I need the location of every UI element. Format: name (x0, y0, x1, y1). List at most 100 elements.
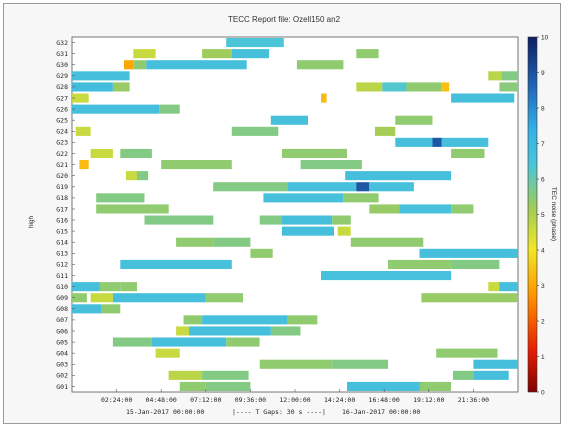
y-tick-label: G01 (56, 383, 68, 391)
segment-g10 (72, 282, 100, 292)
x-tick-label: 07:12:00 (190, 396, 221, 404)
segment-g31 (231, 49, 269, 59)
segment-g13 (419, 248, 518, 258)
segment-g30 (133, 60, 147, 70)
segment-g31 (356, 49, 379, 59)
segment-g04 (155, 348, 180, 358)
segment-g01 (347, 381, 420, 391)
segment-g03 (473, 359, 518, 369)
segment-g11 (321, 271, 452, 281)
footer-gap-note: |---- T Gaps: 30 s ----| (232, 408, 326, 416)
segment-g26 (72, 104, 160, 114)
segment-g25 (395, 115, 433, 125)
y-tick-label: G15 (56, 227, 68, 235)
segment-g07 (183, 315, 203, 325)
x-tick-label: 02:24:00 (101, 396, 132, 404)
segment-g17 (369, 204, 399, 214)
colorbar-tick-label: 5 (541, 212, 545, 219)
colorbar-ticks: 0 1 2 3 4 5 6 7 8 9 10 (537, 34, 549, 396)
footer-end-date: 16-Jan-2017 00:00:00 (342, 408, 420, 416)
segment-g28 (406, 82, 442, 92)
segment-g03 (259, 359, 333, 369)
segment-g09 (112, 293, 206, 303)
colorbar-tick-label: 8 (541, 105, 545, 112)
y-tick-label: G20 (56, 172, 68, 180)
segment-g28 (441, 82, 450, 92)
y-tick-label: G21 (56, 161, 68, 169)
y-tick-label: G13 (56, 250, 68, 258)
segment-g24 (374, 126, 396, 136)
colorbar-tick-label: 2 (541, 318, 545, 325)
segment-g02 (168, 370, 203, 380)
colorbar-tick-label: 9 (541, 70, 545, 77)
segment-g20 (345, 171, 452, 181)
x-tick-label: 16:48:00 (369, 396, 400, 404)
x-tick-label: 04:48:00 (146, 396, 177, 404)
segment-g21 (79, 160, 89, 170)
colorbar-tick-label: 3 (541, 283, 545, 290)
y-tick-label: G10 (56, 283, 68, 291)
segment-g01 (419, 381, 452, 391)
segment-g19 (369, 182, 414, 192)
y-tick-label: G24 (56, 128, 68, 136)
segment-g12 (387, 259, 452, 269)
segment-g27 (321, 93, 327, 103)
segment-g24 (75, 126, 91, 136)
segment-g21 (300, 160, 362, 170)
colorbar-tick-label: 7 (541, 141, 545, 148)
segment-g17 (399, 204, 452, 214)
y-tick-label: G31 (56, 50, 68, 58)
segment-g25 (270, 115, 308, 125)
segment-g16 (144, 215, 214, 225)
y-tick-label: G14 (56, 239, 68, 247)
segment-g28 (356, 82, 383, 92)
segment-g06 (270, 326, 301, 336)
segment-g30 (296, 60, 344, 70)
segment-g21 (161, 160, 232, 170)
y-tick-label: G02 (56, 372, 68, 380)
segment-g15 (282, 226, 334, 236)
heatmap-segments (72, 38, 518, 391)
segment-g30 (146, 60, 247, 70)
segment-g19 (213, 182, 288, 192)
segment-g02 (202, 370, 249, 380)
segment-g15 (337, 226, 351, 236)
segment-g18 (263, 193, 344, 203)
colorbar-label: TEC noise (phase) (550, 187, 557, 241)
segment-g09 (421, 293, 518, 303)
segment-g05 (112, 337, 152, 347)
segment-g28 (112, 82, 130, 92)
segment-g19 (287, 182, 357, 192)
segment-g09 (72, 293, 87, 303)
y-tick-label: G12 (56, 261, 68, 269)
colorbar-tick-label: 6 (541, 176, 545, 183)
segment-g17 (451, 204, 474, 214)
segment-g12 (120, 259, 232, 269)
segment-g14 (176, 237, 214, 247)
colorbar-tick-label: 1 (541, 354, 545, 361)
y-tick-label: G18 (56, 194, 68, 202)
segment-g06 (176, 326, 190, 336)
segment-g20 (137, 171, 149, 181)
segment-g26 (159, 104, 180, 114)
segment-g08 (101, 304, 121, 314)
segment-g14 (213, 237, 251, 247)
segment-g24 (231, 126, 279, 136)
segment-g29 (488, 71, 502, 81)
y-tick-label: G28 (56, 83, 68, 91)
segment-g22 (451, 148, 485, 158)
segment-g23 (432, 137, 442, 147)
segment-g13 (250, 248, 273, 258)
segment-g27 (451, 93, 515, 103)
segment-g07 (287, 315, 318, 325)
y-tick-label: G11 (56, 272, 68, 280)
colorbar-tick-label: 4 (541, 247, 545, 254)
segment-g09 (205, 293, 243, 303)
segment-g03 (332, 359, 388, 369)
segment-g30 (124, 60, 134, 70)
colorbar-tick-label: 0 (541, 389, 545, 396)
y-tick-label: G23 (56, 139, 68, 147)
y-tick-label: G03 (56, 361, 68, 369)
y-tick-label: G25 (56, 117, 68, 125)
segment-g10 (499, 282, 518, 292)
